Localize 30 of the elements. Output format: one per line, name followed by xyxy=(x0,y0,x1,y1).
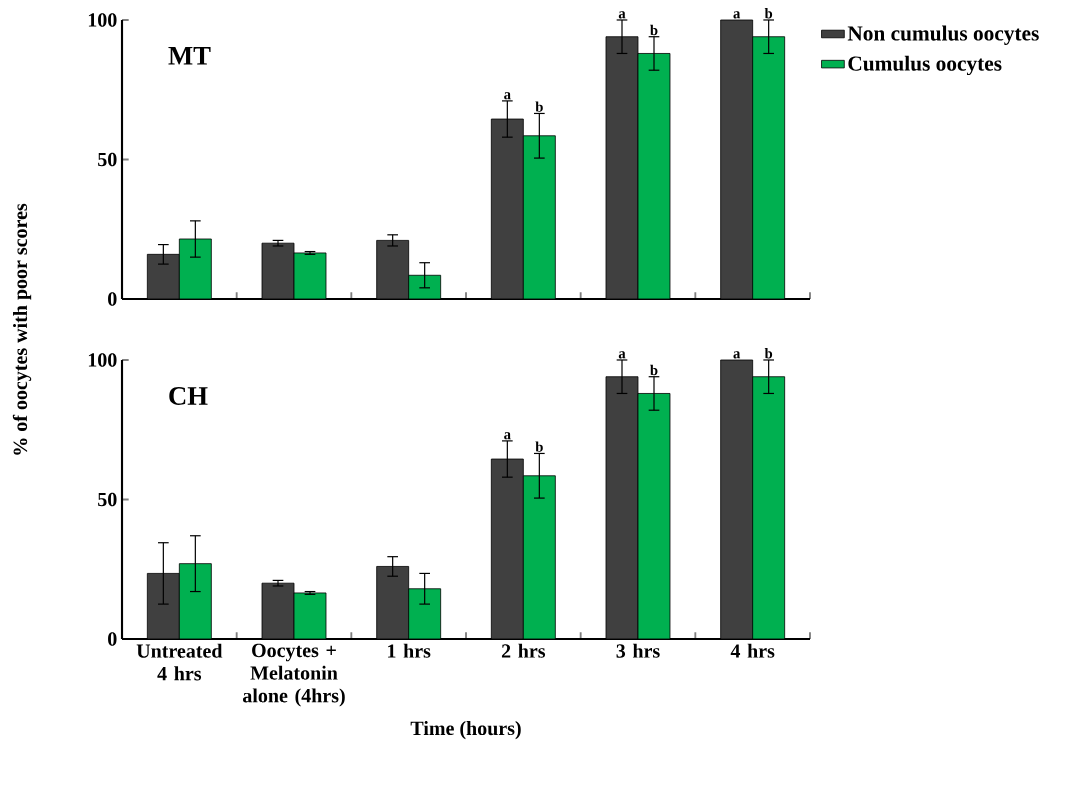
annotation: a xyxy=(618,351,626,359)
y-tick-label: 50 xyxy=(98,152,117,167)
annotation: a xyxy=(618,11,626,19)
annotation: a xyxy=(733,11,741,19)
y-tick-label: 50 xyxy=(98,492,117,507)
x-tick-label: 2 hrs xyxy=(501,643,546,658)
annotation: b xyxy=(535,441,543,452)
x-tick-label: Untreated 4 hrs xyxy=(136,643,223,681)
annotation: b xyxy=(650,24,658,36)
y-axis-title: % of oocytes with poor scores xyxy=(12,203,32,455)
annotation: b xyxy=(535,101,543,112)
x-tick-label: 3 hrs xyxy=(616,643,660,658)
x-tick-label: 4 hrs xyxy=(730,643,775,658)
annotation: b xyxy=(764,348,773,359)
y-tick-label: 100 xyxy=(88,13,117,27)
annotation: b xyxy=(764,8,773,19)
annotation: a xyxy=(733,351,741,359)
y-tick-label: 0 xyxy=(108,632,117,646)
text: CH xyxy=(169,387,208,405)
annotation: a xyxy=(504,92,511,100)
annotation: a xyxy=(504,432,511,440)
x-axis-title: Time (hours) xyxy=(410,721,521,740)
text: MT xyxy=(168,47,211,65)
legend-label: Cumulus oocytes xyxy=(848,55,1002,76)
y-tick-label: 0 xyxy=(108,292,117,306)
x-tick-label: 1 hrs xyxy=(388,643,431,658)
y-tick-label: 100 xyxy=(88,353,117,367)
legend-label: Non cumulus oocytes xyxy=(847,25,1039,45)
annotation: b xyxy=(650,364,658,376)
x-tick-label: Oocytes + Melatonin alone (4hrs) xyxy=(242,643,345,707)
